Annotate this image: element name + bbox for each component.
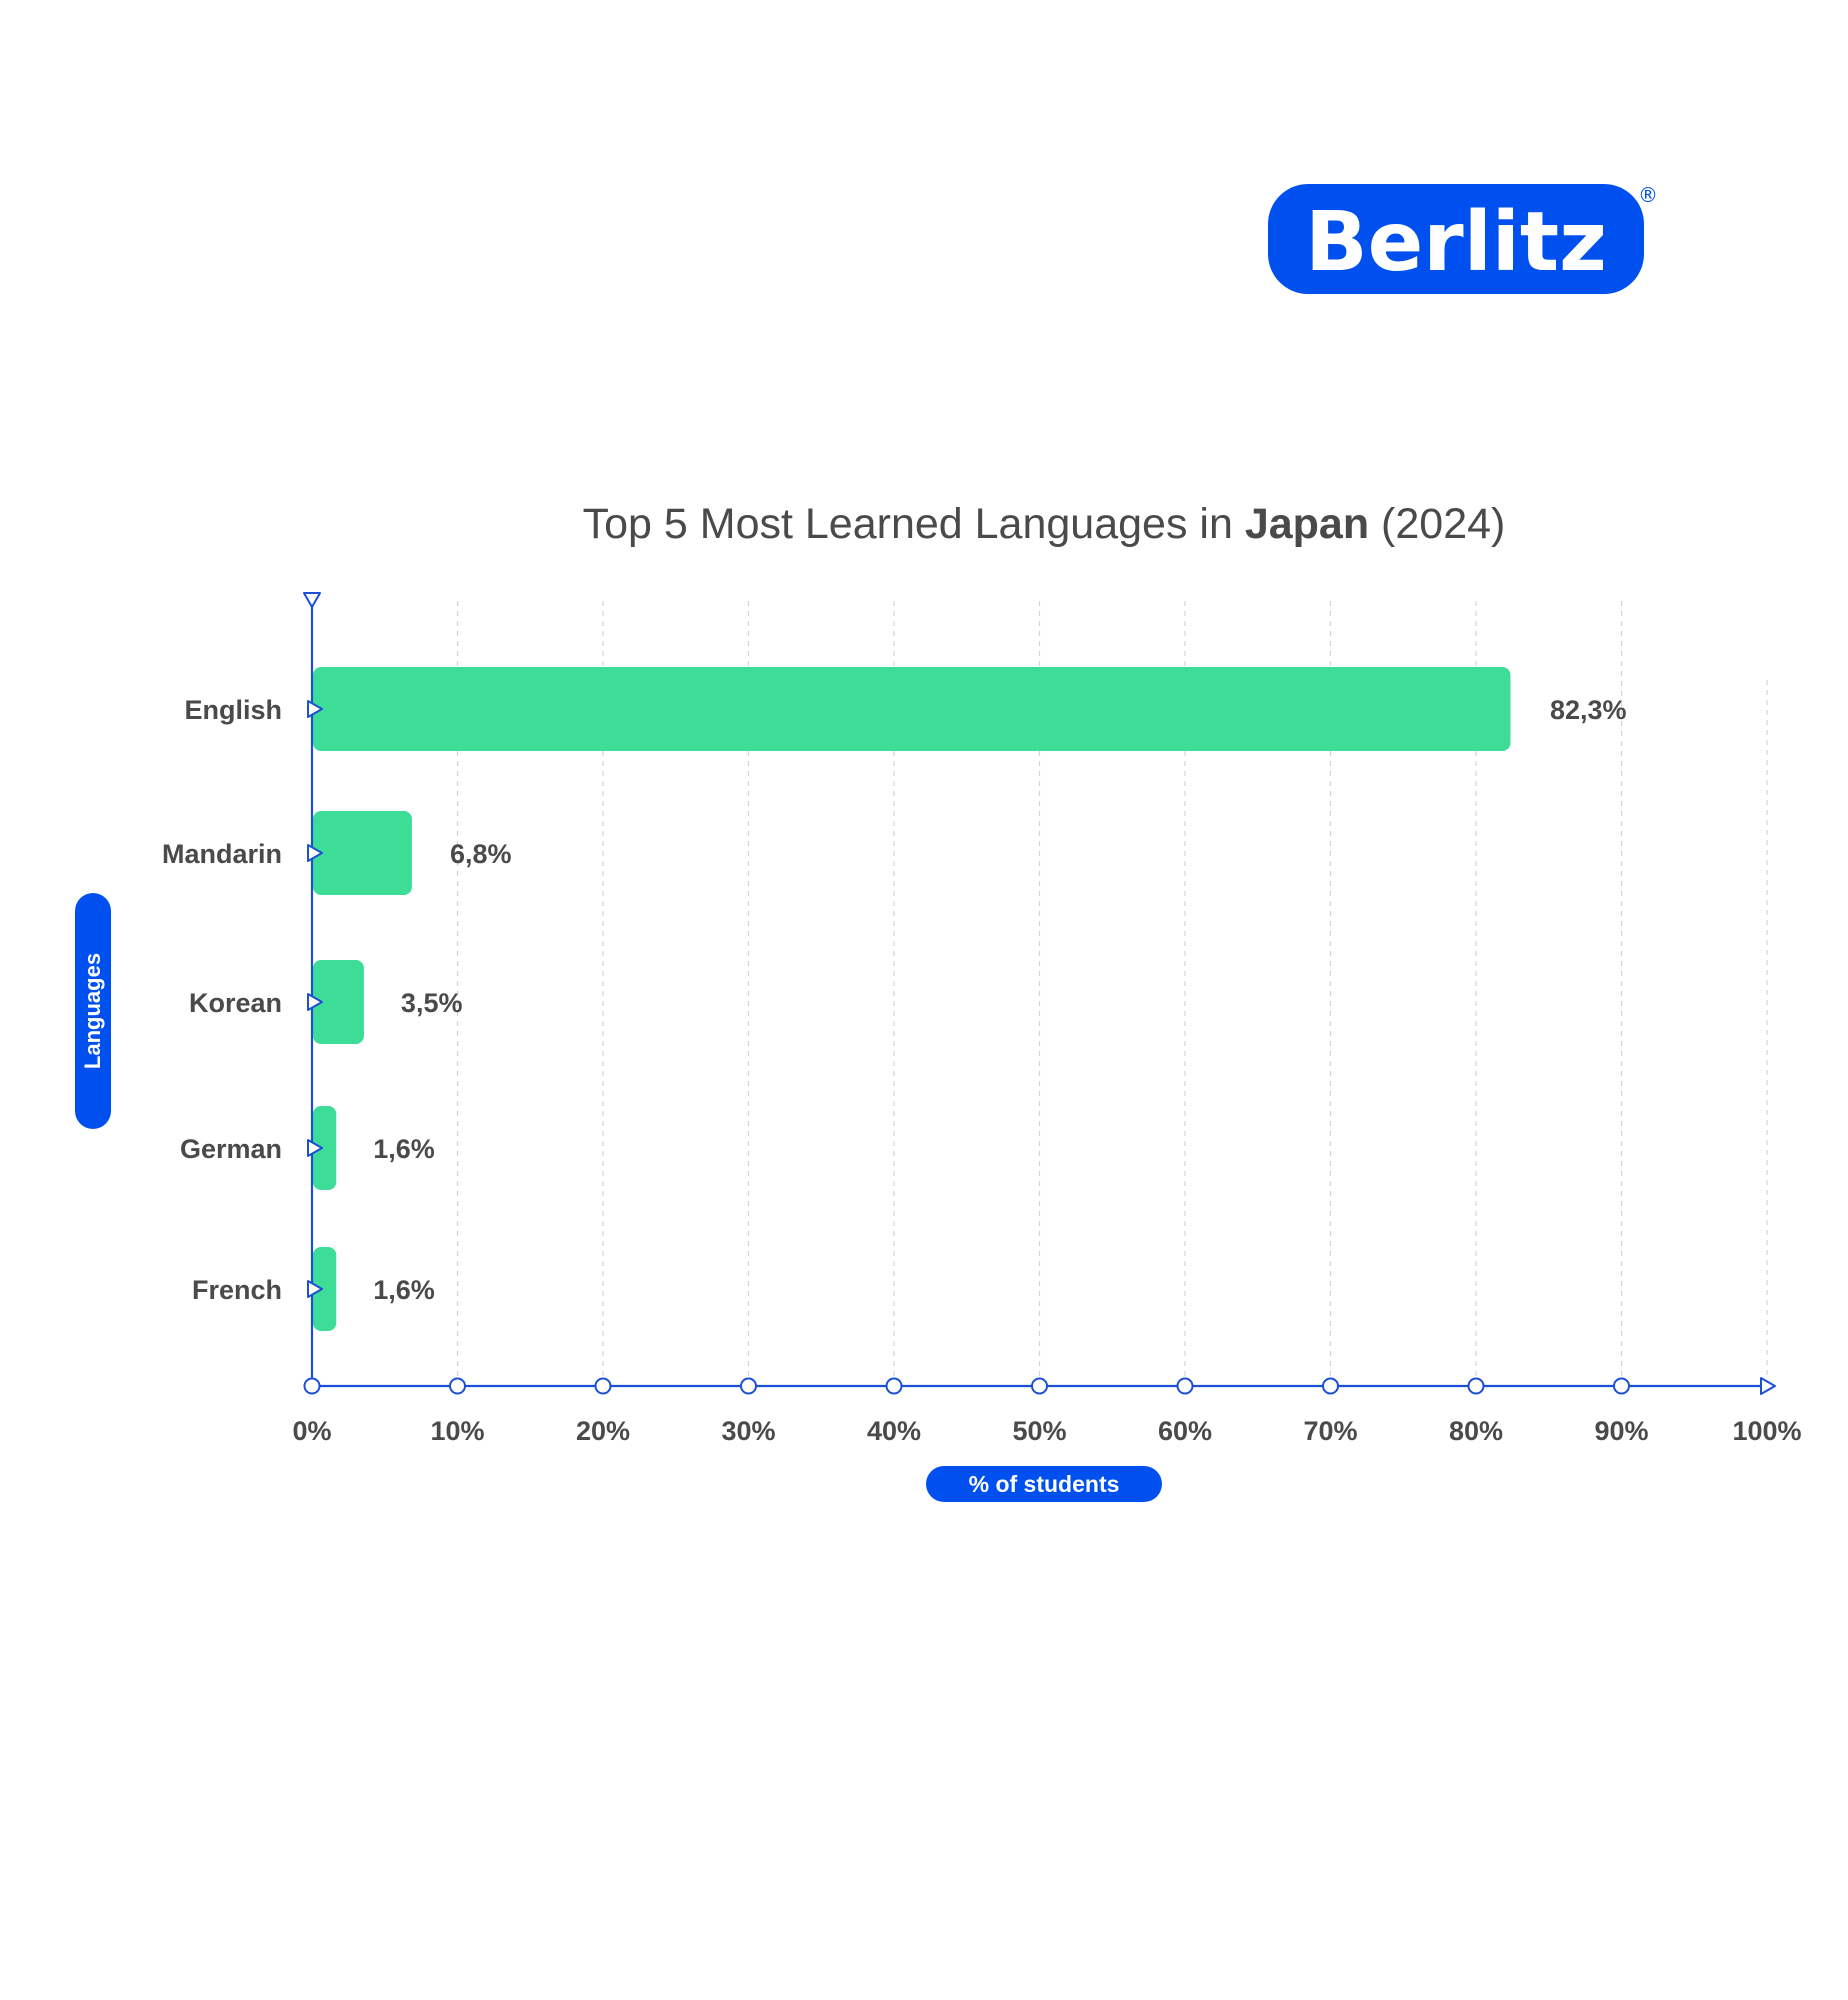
- x-axis-arrow-icon: [1760, 1377, 1776, 1395]
- x-tick-marker-icon: [1031, 1377, 1048, 1395]
- value-label-english: 82,3%: [1550, 695, 1627, 725]
- row-marker-icon: [307, 700, 323, 718]
- x-tick-label: 80%: [1449, 1416, 1503, 1446]
- x-tick-label: 70%: [1303, 1416, 1357, 1446]
- logo-pill: [1268, 184, 1644, 294]
- x-tick-marker-icon: [449, 1377, 466, 1395]
- x-tick-marker-icon: [885, 1377, 903, 1395]
- x-axis-title: % of students: [926, 1466, 1162, 1502]
- bar-korean: [313, 960, 364, 1044]
- bars: [313, 667, 1511, 1331]
- y-axis-title-pill: [75, 893, 111, 1129]
- x-tick-marker-icon: [1613, 1377, 1630, 1395]
- x-tick-label: 10%: [430, 1416, 484, 1446]
- x-tick-label: 50%: [1012, 1416, 1066, 1446]
- row-marker-icon: [307, 844, 323, 862]
- value-label-mandarin: 6,8%: [450, 839, 512, 869]
- x-tick-marker-icon: [1467, 1377, 1485, 1395]
- bar-mandarin: [313, 811, 412, 895]
- x-axis-title-text: % of students: [969, 1471, 1120, 1497]
- bar-french: [313, 1247, 337, 1331]
- x-tick-label: 90%: [1594, 1416, 1648, 1446]
- x-tick-marker-icon: [594, 1377, 612, 1395]
- x-tick-label: 100%: [1732, 1416, 1801, 1446]
- bar-german: [313, 1106, 337, 1190]
- row-marker-icon: [307, 1280, 323, 1298]
- value-labels: 82,3% 6,8% 3,5% 1,6% 1,6%: [373, 695, 1626, 1305]
- x-axis-title-pill: [926, 1466, 1162, 1502]
- x-tick-marker-icon: [303, 1377, 321, 1395]
- x-tick-marker-icon: [1322, 1377, 1339, 1395]
- x-tick-label: 20%: [576, 1416, 630, 1446]
- chart-title-country: Japan: [1245, 500, 1369, 548]
- chart-title: Top 5 Most Learned Languages in Japan (2…: [583, 500, 1506, 548]
- y-axis-title: Languages: [75, 893, 111, 1129]
- x-tick-marker-icon: [740, 1377, 757, 1395]
- value-label-korean: 3,5%: [401, 988, 463, 1018]
- x-tick-labels: 0% 10% 20% 30% 40% 50% 60% 70% 80% 90% 100%: [292, 1416, 1801, 1446]
- berlitz-logo: Berlitz ®: [1268, 183, 1658, 294]
- y-axis-title-text: Languages: [80, 953, 105, 1069]
- value-label-german: 1,6%: [373, 1134, 435, 1164]
- category-label-mandarin: Mandarin: [162, 839, 282, 869]
- category-label-english: English: [184, 695, 282, 725]
- category-label-french: French: [192, 1275, 282, 1305]
- row-marker-icon: [307, 1139, 323, 1157]
- value-label-french: 1,6%: [373, 1275, 435, 1305]
- x-tick-marker-icon: [1176, 1377, 1194, 1395]
- bar-english: [313, 667, 1511, 751]
- x-tick-label: 40%: [867, 1416, 921, 1446]
- x-tick-label: 60%: [1158, 1416, 1212, 1446]
- row-marker-icon: [307, 993, 323, 1011]
- axes: [303, 592, 1776, 1395]
- category-label-korean: Korean: [189, 988, 282, 1018]
- logo-wordmark: Berlitz: [1305, 195, 1607, 290]
- x-tick-label: 0%: [292, 1416, 331, 1446]
- category-labels: English Mandarin Korean German French: [162, 695, 282, 1305]
- y-axis-arrow-icon: [303, 592, 321, 608]
- chart-title-prefix: Top 5 Most Learned Languages in: [583, 500, 1245, 548]
- category-label-german: German: [180, 1134, 282, 1164]
- grid-lines: [456, 601, 1768, 1386]
- chart-title-suffix: (2024): [1369, 500, 1505, 548]
- x-tick-label: 30%: [721, 1416, 775, 1446]
- registered-mark: ®: [1638, 183, 1658, 207]
